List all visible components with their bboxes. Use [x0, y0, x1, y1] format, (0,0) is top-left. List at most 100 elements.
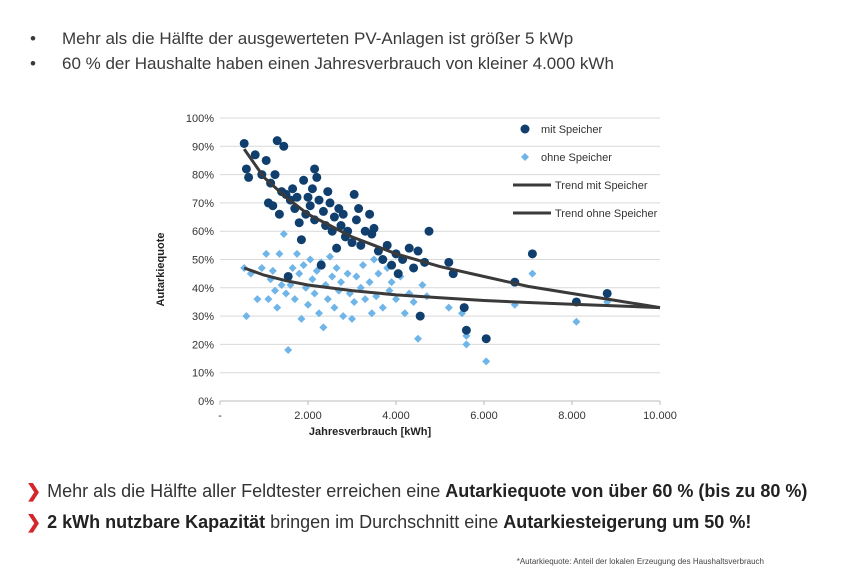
bullet-text: 60 % der Haushalte haben einen Jahresver… — [62, 54, 614, 73]
data-point-mit-speicher — [279, 141, 289, 151]
data-point-mit-speicher — [527, 249, 537, 259]
data-point-ohne-speicher — [528, 269, 537, 278]
data-point-mit-speicher — [261, 155, 271, 165]
data-point-mit-speicher — [415, 311, 425, 321]
data-point-mit-speicher — [294, 218, 304, 228]
data-point-mit-speicher — [310, 164, 320, 174]
x-tick-label: 6.000 — [470, 410, 498, 422]
conclusion-1: ❯ Mehr als die Hälfte aller Feldtester er… — [26, 476, 807, 507]
data-point-ohne-speicher — [262, 249, 271, 258]
data-point-mit-speicher — [316, 260, 326, 270]
data-point-ohne-speicher — [308, 275, 317, 284]
data-point-mit-speicher — [312, 172, 322, 182]
data-point-ohne-speicher — [323, 295, 332, 304]
data-point-ohne-speicher — [392, 295, 400, 304]
data-point-mit-speicher — [307, 184, 317, 194]
data-point-ohne-speicher — [387, 278, 396, 287]
data-point-mit-speicher — [329, 212, 339, 222]
chevron-right-icon: ❯ — [26, 481, 42, 501]
data-point-mit-speicher — [274, 209, 284, 219]
data-point-ohne-speicher — [315, 309, 323, 318]
data-point-ohne-speicher — [297, 314, 306, 323]
data-point-ohne-speicher — [271, 286, 279, 295]
legend-marker-ohne-speicher — [521, 153, 529, 161]
data-point-mit-speicher — [244, 172, 254, 182]
conclusion-2-bold: Autarkiesteigerung um 50 %! — [503, 512, 752, 532]
data-point-ohne-speicher — [304, 300, 312, 309]
data-point-ohne-speicher — [257, 263, 266, 272]
y-tick-label: 60% — [192, 226, 214, 238]
data-point-ohne-speicher — [378, 303, 387, 312]
legend-label-mit-speicher: mit Speicher — [541, 124, 602, 136]
y-tick-label: 20% — [192, 339, 214, 351]
data-point-mit-speicher — [409, 263, 419, 273]
trend-line-mit-speicher — [242, 148, 661, 310]
legend-marker-mit-speicher — [520, 124, 530, 134]
data-point-ohne-speicher — [293, 249, 301, 258]
chevron-right-icon: ❯ — [26, 512, 42, 532]
data-point-ohne-speicher — [326, 252, 334, 261]
y-axis-label: Autarkiequote — [155, 233, 167, 307]
legend-label-trend-mit: Trend mit Speicher — [555, 180, 648, 192]
data-point-ohne-speicher — [444, 303, 453, 312]
data-point-mit-speicher — [296, 235, 306, 245]
legend-label-ohne-speicher: ohne Speicher — [541, 152, 612, 164]
data-point-ohne-speicher — [328, 272, 337, 281]
data-point-ohne-speicher — [290, 295, 299, 304]
data-point-ohne-speicher — [268, 266, 277, 275]
x-axis-label: Jahresverbrauch [kWh] — [309, 426, 432, 438]
data-point-mit-speicher — [378, 255, 388, 264]
data-point-mit-speicher — [382, 240, 392, 250]
conclusion-2-bold-lead: 2 kWh nutzbare Kapazität — [47, 512, 266, 532]
data-point-ohne-speicher — [319, 323, 328, 332]
bullet-dot: • — [30, 54, 36, 73]
data-point-mit-speicher — [239, 138, 249, 148]
data-point-ohne-speicher — [405, 289, 414, 298]
conclusion-2-text: bringen im Durchschnitt eine — [265, 512, 504, 532]
data-point-ohne-speicher — [418, 280, 427, 289]
data-point-mit-speicher — [347, 238, 357, 248]
data-point-ohne-speicher — [400, 309, 409, 318]
data-point-mit-speicher — [336, 221, 346, 231]
data-point-ohne-speicher — [275, 249, 284, 258]
data-point-mit-speicher — [349, 189, 359, 199]
data-point-ohne-speicher — [350, 297, 359, 306]
data-point-ohne-speicher — [339, 312, 348, 321]
data-point-mit-speicher — [481, 334, 491, 344]
data-point-ohne-speicher — [414, 334, 422, 343]
data-point-mit-speicher — [351, 215, 361, 225]
data-point-mit-speicher — [444, 257, 454, 267]
data-point-ohne-speicher — [306, 255, 315, 264]
data-point-ohne-speicher — [282, 289, 290, 298]
x-tick-label: 4.000 — [382, 410, 410, 422]
data-point-ohne-speicher — [299, 261, 308, 270]
y-tick-label: 80% — [192, 170, 214, 182]
data-point-ohne-speicher — [295, 269, 304, 278]
data-point-mit-speicher — [272, 136, 282, 146]
data-point-ohne-speicher — [482, 357, 491, 366]
data-point-ohne-speicher — [288, 263, 297, 272]
data-point-mit-speicher — [338, 209, 348, 219]
data-point-mit-speicher — [305, 201, 315, 211]
legend-label-trend-ohne: Trend ohne Speicher — [555, 208, 658, 220]
data-point-ohne-speicher — [337, 278, 345, 287]
x-tick-label: 8.000 — [558, 410, 586, 422]
data-point-mit-speicher — [459, 303, 469, 313]
data-point-mit-speicher — [369, 223, 379, 233]
y-tick-label: 50% — [192, 255, 214, 267]
data-point-mit-speicher — [250, 150, 260, 160]
data-point-ohne-speicher — [352, 272, 361, 281]
data-point-ohne-speicher — [370, 255, 378, 264]
y-tick-label: 10% — [192, 368, 214, 380]
data-point-mit-speicher — [404, 243, 414, 253]
data-point-ohne-speicher — [343, 269, 352, 278]
conclusions: ❯ Mehr als die Hälfte aller Feldtester er… — [26, 476, 807, 538]
data-point-mit-speicher — [283, 271, 293, 281]
data-point-mit-speicher — [354, 204, 364, 214]
y-tick-label: 100% — [186, 113, 214, 125]
data-point-mit-speicher — [387, 260, 397, 270]
data-point-mit-speicher — [365, 209, 375, 219]
data-point-ohne-speicher — [273, 303, 282, 312]
x-tick-label: - — [218, 410, 222, 422]
bullet-list: • Mehr als die Hälfte der ausgewerteten P… — [30, 26, 614, 76]
